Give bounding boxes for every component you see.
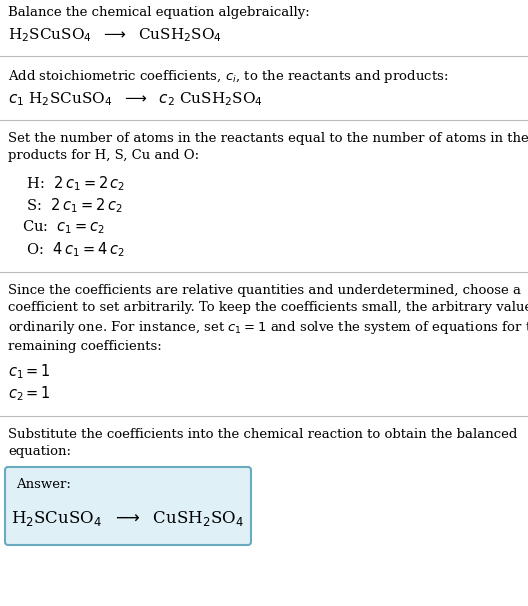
Text: $c_2 = 1$: $c_2 = 1$	[8, 384, 51, 403]
Text: H$_2$SCuSO$_4$  $\longrightarrow$  CuSH$_2$SO$_4$: H$_2$SCuSO$_4$ $\longrightarrow$ CuSH$_2…	[12, 510, 244, 528]
Text: $c_1 = 1$: $c_1 = 1$	[8, 362, 51, 381]
Text: Add stoichiometric coefficients, $c_i$, to the reactants and products:: Add stoichiometric coefficients, $c_i$, …	[8, 68, 448, 85]
Text: H$_2$SCuSO$_4$  $\longrightarrow$  CuSH$_2$SO$_4$: H$_2$SCuSO$_4$ $\longrightarrow$ CuSH$_2…	[8, 26, 222, 44]
Text: S:  $2\,c_1 = 2\,c_2$: S: $2\,c_1 = 2\,c_2$	[22, 196, 122, 215]
Text: Answer:: Answer:	[16, 478, 71, 491]
Text: Set the number of atoms in the reactants equal to the number of atoms in the
pro: Set the number of atoms in the reactants…	[8, 132, 528, 162]
Text: Balance the chemical equation algebraically:: Balance the chemical equation algebraica…	[8, 6, 310, 19]
Text: $c_1$ H$_2$SCuSO$_4$  $\longrightarrow$  $c_2$ CuSH$_2$SO$_4$: $c_1$ H$_2$SCuSO$_4$ $\longrightarrow$ $…	[8, 90, 263, 108]
Text: Since the coefficients are relative quantities and underdetermined, choose a
coe: Since the coefficients are relative quan…	[8, 284, 528, 353]
Text: O:  $4\,c_1 = 4\,c_2$: O: $4\,c_1 = 4\,c_2$	[22, 240, 125, 259]
Text: Substitute the coefficients into the chemical reaction to obtain the balanced
eq: Substitute the coefficients into the che…	[8, 428, 517, 458]
FancyBboxPatch shape	[5, 467, 251, 545]
Text: H:  $2\,c_1 = 2\,c_2$: H: $2\,c_1 = 2\,c_2$	[22, 174, 125, 193]
Text: Cu:  $c_1 = c_2$: Cu: $c_1 = c_2$	[22, 218, 105, 236]
